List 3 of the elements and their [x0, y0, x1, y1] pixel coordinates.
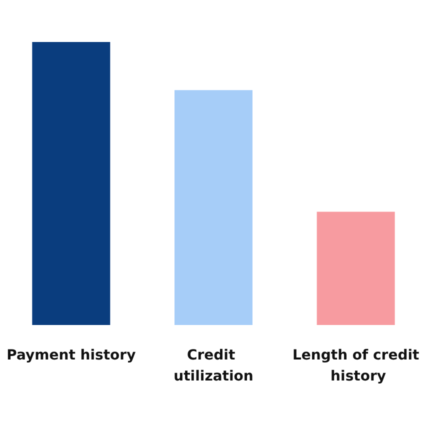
x-tick-label: Length of credit history — [292, 348, 420, 384]
x-tick-label: Payment history — [6, 348, 136, 364]
x-tick-label: Credit utilization — [174, 348, 254, 384]
